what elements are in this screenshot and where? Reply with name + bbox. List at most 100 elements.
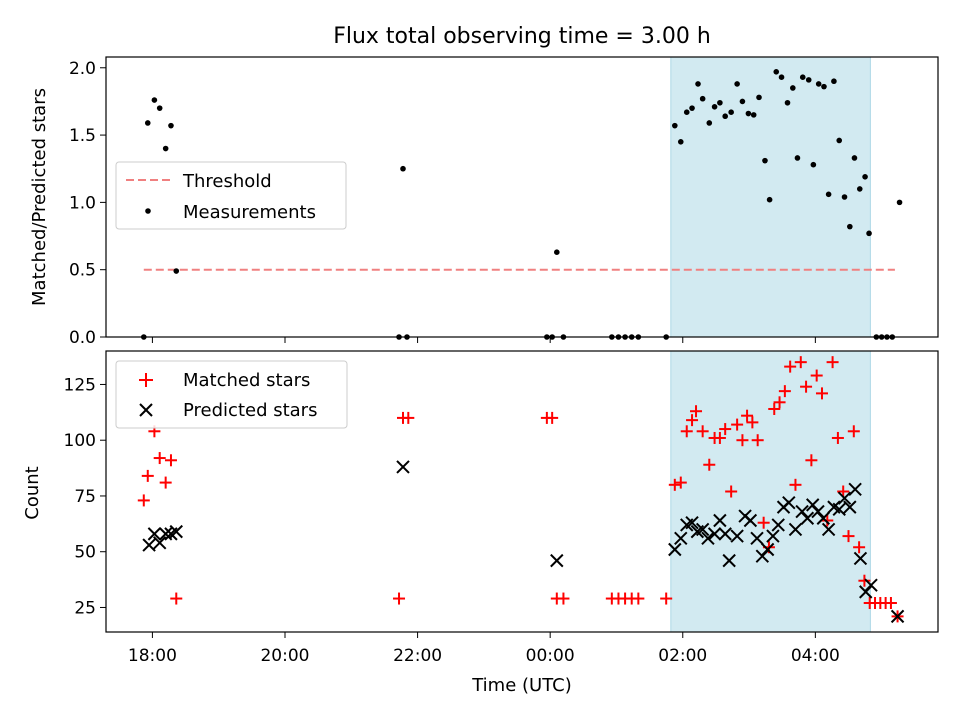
measurement-point (400, 165, 406, 172)
predicted-star-point (158, 527, 173, 541)
threshold-legend-label: Threshold (182, 171, 272, 192)
matched-star-point (686, 414, 699, 427)
x-tick-label: 04:00 (791, 646, 840, 666)
measurement-point (866, 230, 872, 237)
matched-star-point (778, 385, 791, 398)
matched-star-point (794, 356, 807, 369)
matched-star-point (884, 597, 897, 610)
top-y-tick-label: 0.5 (69, 261, 96, 281)
measurement-point (728, 109, 734, 115)
matched-star-point (853, 541, 866, 554)
predicted-star-point (142, 538, 156, 552)
measurement-point (851, 155, 858, 161)
x-axis-label: Time (UTC) (471, 675, 572, 696)
measurement-point (699, 95, 706, 102)
measurement-point (784, 99, 791, 106)
matched-star-point (741, 409, 754, 422)
x-tick-label: 22:00 (393, 646, 442, 666)
measurement-point (836, 137, 843, 144)
measurement-point (706, 120, 713, 126)
matched-star-point (137, 494, 150, 507)
matched-star-point (393, 592, 406, 605)
matched-star-point (768, 402, 781, 415)
measurement-point (896, 199, 903, 206)
measurement-point (695, 81, 701, 87)
matched-star-point (170, 592, 183, 605)
top-legend: Threshold Measurements (115, 161, 347, 230)
top-y-tick-label: 0.0 (69, 328, 96, 348)
predicted-star-point (668, 542, 682, 557)
predicted-star-point (800, 511, 815, 525)
predicted-star-point (821, 522, 836, 537)
predicted-star-point (843, 500, 857, 514)
measurement-point (672, 122, 678, 129)
predicted-star-point (743, 513, 758, 528)
matched-star-point (713, 431, 726, 444)
top-y-tick-label: 1.0 (69, 193, 96, 213)
matched-star-point (810, 369, 823, 382)
predicted-star-point (396, 460, 410, 474)
matched-star-point (153, 452, 166, 465)
matched-star-point (789, 478, 802, 491)
matched-star-point (757, 516, 770, 529)
matched-star-point (141, 469, 154, 482)
x-tick-label: 20:00 (260, 646, 309, 666)
predicted-star-point (864, 578, 878, 592)
measurement-point (790, 85, 796, 91)
predicted-star-point (853, 551, 868, 566)
predicted-star-point (718, 527, 732, 541)
matched-star-point (815, 387, 828, 400)
predicted-star-point (674, 531, 688, 546)
matched-star-point (680, 425, 693, 438)
measurement-point (144, 120, 151, 126)
measurement-point (554, 249, 560, 255)
matched-star-point (751, 434, 764, 447)
predicted-stars-legend-label: Predicted stars (183, 400, 317, 421)
measurement-point (821, 83, 827, 90)
measurements-legend-label: Measurements (183, 202, 316, 223)
matched-star-point (805, 454, 818, 467)
matched-star-point (725, 485, 738, 498)
matched-star-point (826, 356, 839, 369)
predicted-star-point (730, 529, 744, 543)
top-panel: 0.00.51.01.52.0 Matched/Predicted stars … (29, 56, 939, 348)
matched-star-point (800, 380, 813, 393)
predicted-star-point (832, 502, 846, 517)
top-panel-frame (105, 56, 939, 338)
measurement-point (766, 196, 773, 203)
matched-stars-legend-label: Matched stars (183, 370, 310, 391)
measurement-point (683, 109, 690, 115)
predicted-star-point (707, 527, 722, 541)
measurement-point (162, 145, 169, 152)
matched-stars-legend-marker (139, 373, 153, 387)
matched-star-point (746, 416, 759, 429)
measurement-point (173, 268, 180, 274)
bottom-legend: Matched stars Predicted stars (115, 360, 348, 429)
chart-title: Flux total observing time = 3.00 h (333, 24, 711, 49)
measurement-point (862, 174, 868, 180)
measurement-point (722, 113, 728, 120)
matched-star-point (402, 411, 415, 424)
matched-star-point (784, 360, 797, 373)
matched-star-point (690, 405, 703, 418)
predicted-star-point (722, 553, 736, 568)
matched-star-point (674, 476, 687, 489)
predicted-star-point (890, 609, 905, 624)
predicted-star-point (550, 553, 564, 568)
bot-y-tick-label: 50 (74, 543, 96, 563)
measurements-legend-marker (145, 208, 151, 214)
predicted-star-point (788, 522, 803, 537)
predicted-star-point (771, 518, 785, 532)
matched-star-point (821, 514, 834, 527)
x-tick-label: 00:00 (526, 646, 575, 666)
matched-star-point (736, 434, 749, 447)
predicted-star-point (713, 513, 727, 528)
predicted-star-point (782, 495, 796, 510)
measurement-point (831, 78, 837, 85)
measurement-point (794, 155, 801, 161)
predicted-star-point (152, 536, 167, 550)
matched-star-point (668, 478, 681, 491)
matched-star-point (164, 454, 177, 467)
predicted-star-point (685, 516, 699, 530)
matched-star-point (847, 425, 860, 438)
